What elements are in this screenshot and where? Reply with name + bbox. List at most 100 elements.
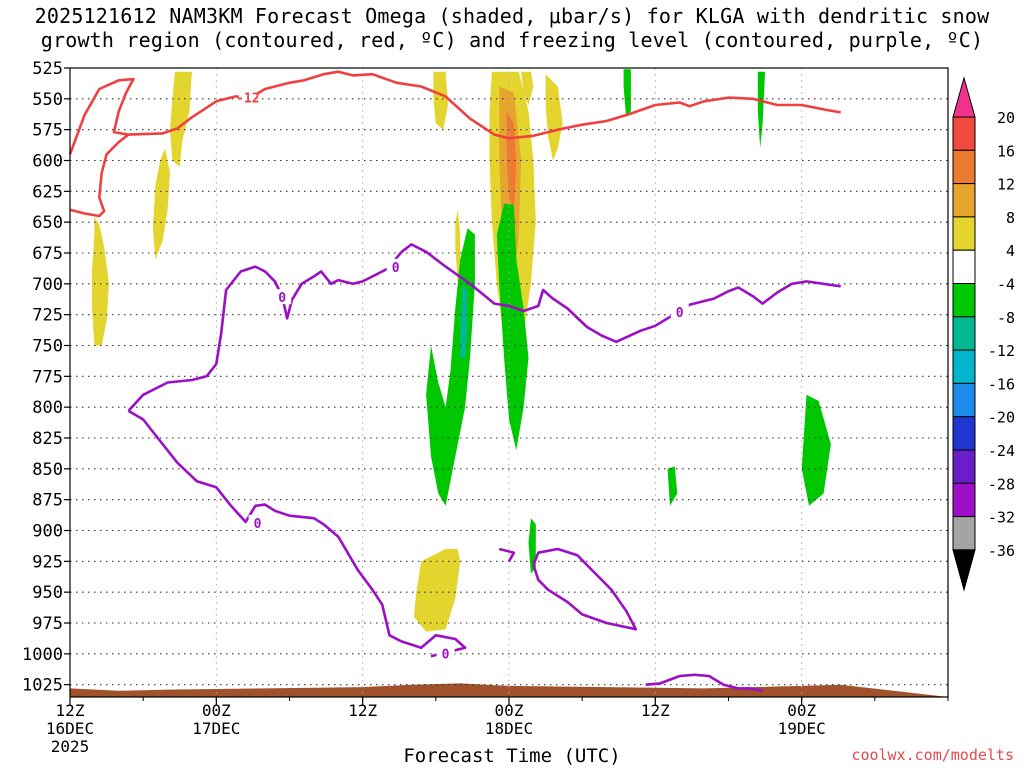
contour-label-4: 0 [254, 517, 262, 532]
colorbar-label: -32 [988, 509, 1015, 527]
y-tick-label: 775 [32, 367, 63, 387]
y-tick-label: 675 [32, 244, 63, 264]
y-tick-label: 950 [32, 583, 63, 603]
x-tick-label: 00Z [202, 701, 231, 720]
colorbar-bin-7 [952, 316, 976, 351]
colorbar-label: -28 [988, 475, 1015, 493]
colorbar-label: -4 [997, 276, 1015, 294]
contour-label-2: 0 [392, 261, 400, 276]
omega-region-9 [455, 209, 461, 284]
contour-line-2 [127, 243, 841, 412]
y-tick-label: 600 [32, 152, 63, 172]
x-tick-year-label: 2025 [51, 737, 90, 756]
y-tick-label: 825 [32, 429, 63, 449]
x-tick-date-label: 17DEC [192, 719, 240, 738]
y-tick-label: 850 [32, 460, 63, 480]
x-tick-label: 00Z [495, 701, 524, 720]
contour-label-1: 0 [278, 291, 286, 306]
colorbar-bin-9 [952, 382, 976, 418]
omega-region-13 [496, 203, 529, 451]
colorbar-bin-11 [952, 449, 976, 484]
colorbar: 20 16 12 8 4 -4 -8 -12 -16 -20 -24 -28 -32 -36 [952, 76, 1015, 592]
colorbar-bin-8 [952, 349, 976, 384]
colorbar-bin-1 [952, 116, 976, 151]
credit-text: coolwx.com/modelts [851, 746, 1014, 764]
y-axis: 525 550 575 600 625 650 675 700 725 750 775 800 825 8… [22, 59, 70, 696]
colorbar-bin-10 [952, 416, 976, 451]
x-tick-date-label: 19DEC [778, 719, 826, 738]
omega-region-15 [623, 69, 631, 118]
y-tick-label: 1000 [22, 645, 63, 665]
colorbar-label: -20 [988, 409, 1015, 427]
colorbar-bin-2 [952, 149, 976, 185]
y-tick-label: 750 [32, 337, 63, 357]
y-tick-label: 525 [32, 59, 63, 79]
chart-title-line-2: growth region (contoured, red, ºC) and f… [40, 28, 984, 52]
terrain-layer [70, 683, 948, 697]
omega-region-0 [92, 217, 109, 346]
chart-title: 2025121612 NAM3KM Forecast Omega (shaded… [0, 4, 1024, 52]
x-tick-date-label: 18DEC [485, 719, 533, 738]
colorbar-label: 20 [997, 109, 1015, 127]
x-tick-label: 12Z [56, 701, 85, 720]
colorbar-label: -16 [988, 375, 1015, 393]
omega-region-17 [801, 394, 831, 506]
omega-region-3 [433, 71, 448, 130]
y-tick-label: 875 [32, 491, 63, 511]
y-tick-label: 975 [32, 614, 63, 634]
y-tick-label: 650 [32, 213, 63, 233]
contour-label-bg-3 [670, 303, 689, 319]
contour-label-3: 0 [676, 306, 684, 321]
colorbar-bin-3 [952, 183, 976, 218]
contour-line-5 [498, 547, 516, 562]
y-tick-label: 700 [32, 275, 63, 295]
y-tick-label: 575 [32, 121, 63, 141]
omega-region-5 [545, 74, 563, 161]
y-tick-label: 550 [32, 90, 63, 110]
y-tick-label: 725 [32, 306, 63, 326]
contour-line-0 [68, 70, 841, 155]
y-tick-label: 900 [32, 522, 63, 542]
colorbar-label: -12 [988, 342, 1015, 360]
colorbar-bin-6 [952, 283, 976, 318]
omega-region-1 [152, 148, 170, 260]
omega-region-12 [460, 283, 468, 358]
colorbar-label: -8 [997, 309, 1015, 327]
contour-layer: -12 0 0 0 0 0 [68, 70, 841, 693]
x-tick-label: 12Z [641, 701, 670, 720]
contour-label-bg-0 [238, 89, 257, 105]
colorbar-label: 8 [1006, 209, 1015, 227]
y-tick-label: 925 [32, 552, 63, 572]
omega-region-18 [667, 466, 678, 506]
x-tick-date-label: 16DEC [46, 719, 94, 738]
contour-label-bg-5 [436, 645, 455, 661]
omega-region-10 [413, 549, 461, 632]
omega-region-2 [170, 71, 192, 167]
colorbar-arrow-top [952, 76, 976, 118]
omega-region-8 [521, 71, 534, 105]
contour-label-bg-1 [273, 289, 292, 305]
colorbar-bin-12 [952, 482, 976, 518]
contour-line-1 [69, 133, 130, 218]
contour-line-4 [532, 547, 638, 631]
colorbar-bin-4 [952, 216, 976, 251]
colorbar-label: -36 [988, 542, 1015, 560]
y-tick-label: 800 [32, 398, 63, 418]
x-axis-title: Forecast Time (UTC) [403, 745, 621, 767]
colorbar-bin-5 [952, 249, 976, 284]
omega-region-16 [757, 71, 766, 149]
terrain-area [70, 683, 948, 697]
colorbar-bin-13 [952, 516, 976, 551]
omega-shading-layer [92, 69, 831, 632]
colorbar-label: -24 [988, 442, 1015, 460]
y-tick-label: 1025 [22, 676, 63, 696]
colorbar-label: 16 [997, 142, 1015, 160]
y-tick-label: 625 [32, 182, 63, 202]
contour-line-3 [127, 409, 467, 658]
contour-label-bg-2 [386, 258, 405, 274]
colorbar-label: 4 [1006, 242, 1015, 260]
contour-label-5: 0 [442, 648, 450, 663]
colorbar-arrow-bottom [952, 549, 976, 592]
